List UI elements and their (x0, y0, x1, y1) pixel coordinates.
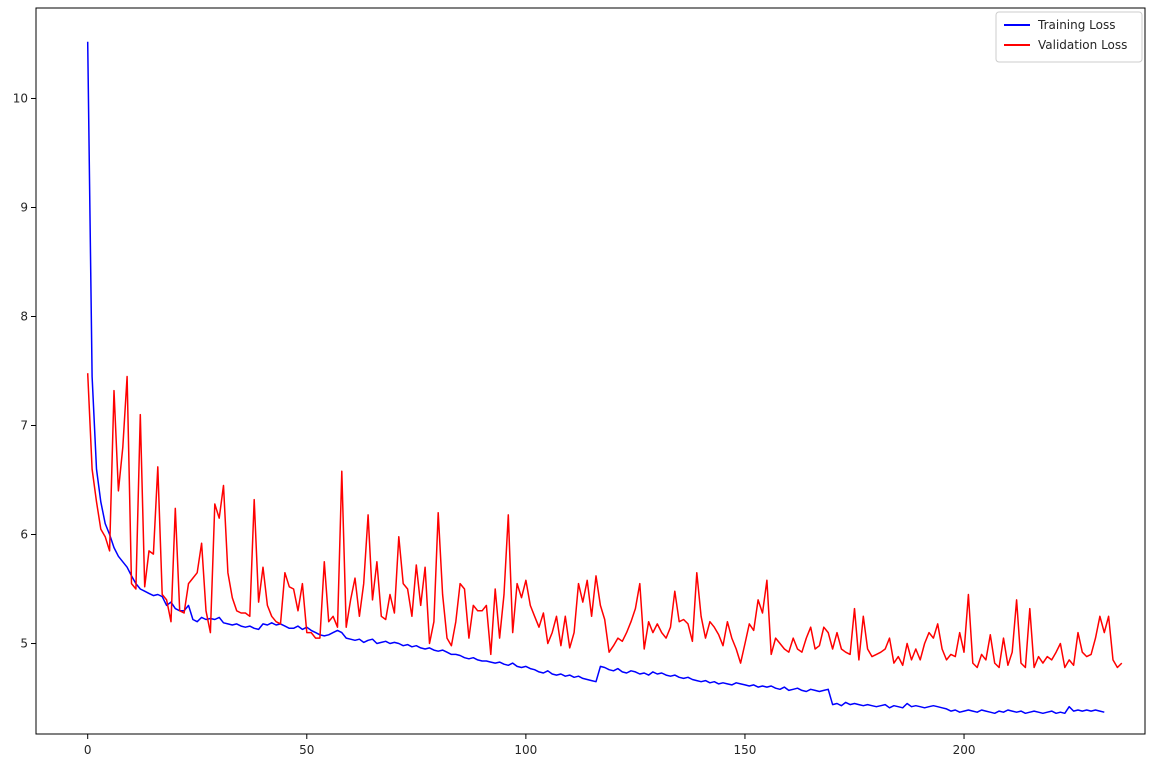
y-tick-label: 10 (13, 91, 28, 105)
y-tick-label: 9 (20, 200, 28, 214)
series-line-training-loss (86, 41, 1105, 715)
y-tick-label: 5 (20, 637, 28, 651)
y-tick-label: 6 (20, 528, 28, 542)
y-tick-label: 7 (20, 419, 28, 433)
series-line-validation-loss (86, 373, 1123, 669)
x-tick-label: 50 (299, 743, 314, 757)
x-axis-ticks: 0 50 100 150 200 (84, 734, 976, 757)
legend-box (995, 11, 1143, 63)
x-tick-label: 200 (953, 743, 976, 757)
x-tick-label: 150 (734, 743, 757, 757)
plot-area (35, 7, 1146, 735)
legend-label-validation-loss: Validation Loss (1038, 38, 1127, 52)
legend-label-training-loss: Training Loss (1037, 18, 1115, 32)
y-tick-label: 8 (20, 309, 28, 323)
x-tick-label: 100 (514, 743, 537, 757)
legend: Training Loss Validation Loss (995, 11, 1143, 63)
x-tick-label: 0 (84, 743, 92, 757)
y-axis-ticks: 5 6 7 8 9 10 (13, 91, 36, 651)
series-layer (86, 41, 1123, 715)
